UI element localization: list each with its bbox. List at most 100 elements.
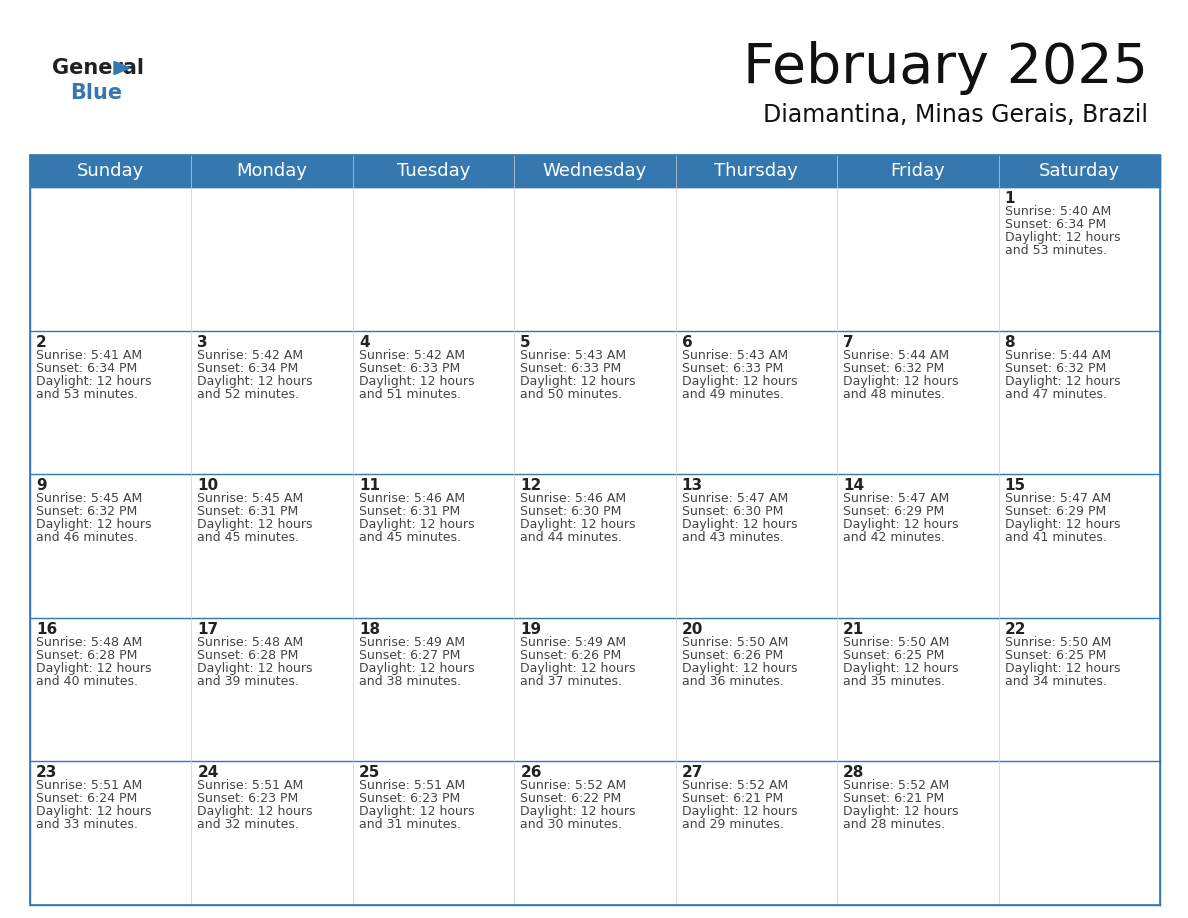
Text: and 32 minutes.: and 32 minutes. xyxy=(197,819,299,832)
Text: and 53 minutes.: and 53 minutes. xyxy=(1005,244,1106,257)
Text: Sunset: 6:34 PM: Sunset: 6:34 PM xyxy=(36,362,138,375)
Text: Sunrise: 5:46 AM: Sunrise: 5:46 AM xyxy=(520,492,626,505)
Text: Sunrise: 5:47 AM: Sunrise: 5:47 AM xyxy=(1005,492,1111,505)
Text: 2: 2 xyxy=(36,334,46,350)
Text: 5: 5 xyxy=(520,334,531,350)
Text: Sunrise: 5:52 AM: Sunrise: 5:52 AM xyxy=(520,779,626,792)
Text: Daylight: 12 hours: Daylight: 12 hours xyxy=(682,805,797,819)
Text: 7: 7 xyxy=(843,334,854,350)
Text: and 51 minutes.: and 51 minutes. xyxy=(359,387,461,400)
Text: 25: 25 xyxy=(359,766,380,780)
Text: and 35 minutes.: and 35 minutes. xyxy=(843,675,946,688)
Text: Sunrise: 5:50 AM: Sunrise: 5:50 AM xyxy=(1005,636,1111,649)
Text: Daylight: 12 hours: Daylight: 12 hours xyxy=(843,518,959,532)
Polygon shape xyxy=(114,62,129,74)
Text: Sunset: 6:23 PM: Sunset: 6:23 PM xyxy=(197,792,298,805)
Text: Sunset: 6:22 PM: Sunset: 6:22 PM xyxy=(520,792,621,805)
Text: Daylight: 12 hours: Daylight: 12 hours xyxy=(682,375,797,387)
Text: and 40 minutes.: and 40 minutes. xyxy=(36,675,138,688)
Text: 12: 12 xyxy=(520,478,542,493)
Text: Sunrise: 5:43 AM: Sunrise: 5:43 AM xyxy=(682,349,788,362)
Text: Daylight: 12 hours: Daylight: 12 hours xyxy=(520,662,636,675)
Text: and 45 minutes.: and 45 minutes. xyxy=(197,532,299,544)
Text: and 28 minutes.: and 28 minutes. xyxy=(843,819,946,832)
Text: 21: 21 xyxy=(843,621,865,637)
Text: 6: 6 xyxy=(682,334,693,350)
Text: Daylight: 12 hours: Daylight: 12 hours xyxy=(1005,518,1120,532)
Text: Sunrise: 5:47 AM: Sunrise: 5:47 AM xyxy=(682,492,788,505)
Text: 17: 17 xyxy=(197,621,219,637)
Text: Daylight: 12 hours: Daylight: 12 hours xyxy=(36,375,152,387)
Text: 13: 13 xyxy=(682,478,703,493)
Text: 22: 22 xyxy=(1005,621,1026,637)
Text: and 38 minutes.: and 38 minutes. xyxy=(359,675,461,688)
Text: Daylight: 12 hours: Daylight: 12 hours xyxy=(520,805,636,819)
Text: and 50 minutes.: and 50 minutes. xyxy=(520,387,623,400)
Text: Daylight: 12 hours: Daylight: 12 hours xyxy=(359,662,474,675)
Text: Daylight: 12 hours: Daylight: 12 hours xyxy=(36,662,152,675)
Text: 28: 28 xyxy=(843,766,865,780)
Text: 8: 8 xyxy=(1005,334,1016,350)
Text: Wednesday: Wednesday xyxy=(543,162,647,180)
Bar xyxy=(30,155,1159,187)
Text: and 41 minutes.: and 41 minutes. xyxy=(1005,532,1106,544)
Text: Daylight: 12 hours: Daylight: 12 hours xyxy=(197,805,312,819)
Text: Sunset: 6:31 PM: Sunset: 6:31 PM xyxy=(359,505,460,518)
Text: Daylight: 12 hours: Daylight: 12 hours xyxy=(36,805,152,819)
Text: and 39 minutes.: and 39 minutes. xyxy=(197,675,299,688)
Text: Sunrise: 5:46 AM: Sunrise: 5:46 AM xyxy=(359,492,465,505)
Text: Tuesday: Tuesday xyxy=(397,162,470,180)
Text: Sunrise: 5:49 AM: Sunrise: 5:49 AM xyxy=(520,636,626,649)
Text: 18: 18 xyxy=(359,621,380,637)
Bar xyxy=(30,761,1159,905)
Text: and 49 minutes.: and 49 minutes. xyxy=(682,387,784,400)
Text: Daylight: 12 hours: Daylight: 12 hours xyxy=(197,375,312,387)
Text: Sunset: 6:31 PM: Sunset: 6:31 PM xyxy=(197,505,298,518)
Text: and 45 minutes.: and 45 minutes. xyxy=(359,532,461,544)
Text: Sunrise: 5:52 AM: Sunrise: 5:52 AM xyxy=(843,779,949,792)
Text: Sunday: Sunday xyxy=(77,162,144,180)
Text: Sunset: 6:26 PM: Sunset: 6:26 PM xyxy=(682,649,783,662)
Text: Sunset: 6:24 PM: Sunset: 6:24 PM xyxy=(36,792,138,805)
Text: Monday: Monday xyxy=(236,162,308,180)
Text: Sunrise: 5:44 AM: Sunrise: 5:44 AM xyxy=(843,349,949,362)
Text: Daylight: 12 hours: Daylight: 12 hours xyxy=(1005,662,1120,675)
Text: Sunset: 6:30 PM: Sunset: 6:30 PM xyxy=(520,505,621,518)
Text: Daylight: 12 hours: Daylight: 12 hours xyxy=(197,662,312,675)
Text: Sunset: 6:29 PM: Sunset: 6:29 PM xyxy=(843,505,944,518)
Text: Sunset: 6:30 PM: Sunset: 6:30 PM xyxy=(682,505,783,518)
Text: Sunrise: 5:47 AM: Sunrise: 5:47 AM xyxy=(843,492,949,505)
Text: Sunrise: 5:50 AM: Sunrise: 5:50 AM xyxy=(682,636,788,649)
Text: Sunset: 6:27 PM: Sunset: 6:27 PM xyxy=(359,649,460,662)
Text: Thursday: Thursday xyxy=(714,162,798,180)
Text: Sunset: 6:33 PM: Sunset: 6:33 PM xyxy=(520,362,621,375)
Text: 19: 19 xyxy=(520,621,542,637)
Text: Sunset: 6:25 PM: Sunset: 6:25 PM xyxy=(1005,649,1106,662)
Text: 3: 3 xyxy=(197,334,208,350)
Text: and 53 minutes.: and 53 minutes. xyxy=(36,387,138,400)
Text: and 47 minutes.: and 47 minutes. xyxy=(1005,387,1106,400)
Text: Saturday: Saturday xyxy=(1038,162,1120,180)
Text: 26: 26 xyxy=(520,766,542,780)
Text: 4: 4 xyxy=(359,334,369,350)
Text: and 33 minutes.: and 33 minutes. xyxy=(36,819,138,832)
Text: Sunrise: 5:48 AM: Sunrise: 5:48 AM xyxy=(36,636,143,649)
Text: and 43 minutes.: and 43 minutes. xyxy=(682,532,784,544)
Text: and 42 minutes.: and 42 minutes. xyxy=(843,532,944,544)
Text: Sunset: 6:34 PM: Sunset: 6:34 PM xyxy=(197,362,298,375)
Text: Sunset: 6:29 PM: Sunset: 6:29 PM xyxy=(1005,505,1106,518)
Text: Friday: Friday xyxy=(891,162,946,180)
Text: 16: 16 xyxy=(36,621,57,637)
Text: Sunset: 6:21 PM: Sunset: 6:21 PM xyxy=(843,792,944,805)
Text: and 36 minutes.: and 36 minutes. xyxy=(682,675,784,688)
Text: Sunrise: 5:45 AM: Sunrise: 5:45 AM xyxy=(36,492,143,505)
Text: and 48 minutes.: and 48 minutes. xyxy=(843,387,946,400)
Text: Sunrise: 5:43 AM: Sunrise: 5:43 AM xyxy=(520,349,626,362)
Text: Daylight: 12 hours: Daylight: 12 hours xyxy=(359,805,474,819)
Text: Daylight: 12 hours: Daylight: 12 hours xyxy=(1005,231,1120,244)
Text: Daylight: 12 hours: Daylight: 12 hours xyxy=(359,518,474,532)
Text: 1: 1 xyxy=(1005,191,1015,206)
Text: Sunrise: 5:50 AM: Sunrise: 5:50 AM xyxy=(843,636,949,649)
Text: Sunset: 6:21 PM: Sunset: 6:21 PM xyxy=(682,792,783,805)
Text: Sunrise: 5:45 AM: Sunrise: 5:45 AM xyxy=(197,492,304,505)
